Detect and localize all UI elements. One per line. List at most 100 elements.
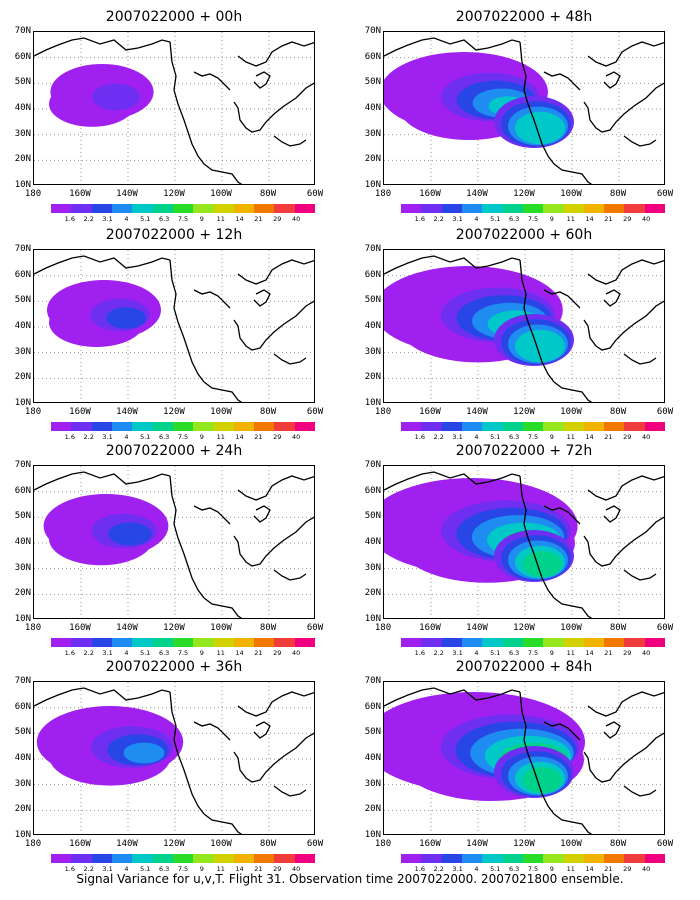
colorbar-labels: 1.6 2.2 3.1 4 5.1 6.3 7.5 9 11 14 21 29 40 [401, 865, 665, 875]
coastline [233, 82, 314, 133]
colorbar-label: 3.1 [102, 215, 113, 223]
colorbar-label: 2.2 [433, 215, 444, 223]
colorbar-swatch [213, 422, 234, 431]
colorbar-label: 4 [474, 215, 479, 223]
colorbar-swatch [132, 638, 153, 647]
variance-field [123, 742, 165, 764]
lat-label: 60N [364, 485, 381, 496]
colorbar-swatch [502, 638, 523, 647]
coastline [623, 785, 657, 797]
colorbar-swatch [624, 638, 645, 647]
coastline [169, 259, 205, 383]
colorbar-swatch [274, 638, 295, 647]
colorbar-label: 7.5 [177, 433, 189, 441]
coastline [193, 289, 231, 309]
colorbar-swatch [152, 854, 173, 863]
lat-label: 10N [14, 398, 31, 408]
colorbar-swatch [543, 422, 564, 431]
colorbar-label: 7.5 [527, 865, 539, 873]
colorbar-label: 40 [292, 865, 301, 873]
coastline [583, 732, 664, 783]
colorbar-label: 14 [585, 433, 594, 441]
coastline [237, 691, 314, 717]
colorbar-label: 21 [254, 649, 263, 657]
lat-label: 20N [364, 804, 381, 815]
coastline [519, 475, 555, 599]
colorbar-label: 2.2 [83, 649, 94, 657]
colorbar-swatch [543, 204, 564, 213]
colorbar-label: 29 [273, 865, 282, 873]
lon-label: 100W [560, 623, 582, 633]
variance-field [106, 307, 146, 329]
colorbar-label: 29 [623, 649, 632, 657]
colorbar-label: 14 [235, 215, 244, 223]
colorbar-swatch [583, 422, 605, 431]
lon-label: 60W [306, 189, 324, 199]
lon-label: 160W [69, 189, 91, 199]
colorbar [401, 854, 666, 863]
colorbar-swatch [51, 204, 72, 213]
lon-label: 140W [466, 839, 488, 849]
colorbar-labels: 1.6 2.2 3.1 4 5.1 6.3 7.5 9 11 14 21 29 40 [51, 433, 315, 443]
colorbar-swatch [421, 204, 442, 213]
lat-label: 70N [14, 244, 31, 254]
panel-title: 2007022000 + 12h [105, 227, 243, 243]
lon-label: 140W [116, 407, 138, 417]
colorbar-label: 40 [292, 433, 301, 441]
colorbar-label: 6.3 [158, 865, 170, 873]
panel-title: 2007022000 + 84h [455, 659, 593, 675]
lon-label: 140W [116, 623, 138, 633]
colorbar-swatch [213, 854, 234, 863]
colorbar-swatch [624, 204, 645, 213]
lon-label: 100W [210, 623, 232, 633]
lon-label: 100W [210, 189, 232, 199]
colorbar-label: 1.6 [414, 215, 426, 223]
coastline [623, 135, 657, 147]
colorbar-swatch [274, 422, 295, 431]
coastline [34, 471, 171, 491]
colorbar-label: 5.1 [490, 865, 501, 873]
colorbar-swatch [254, 204, 275, 213]
lat-label: 30N [14, 562, 31, 573]
colorbar-swatch [583, 204, 605, 213]
colorbar-swatch [421, 422, 442, 431]
lat-label: 30N [364, 346, 381, 357]
panel-title: 2007022000 + 60h [455, 227, 593, 243]
colorbar-label: 29 [273, 433, 282, 441]
lon-label: 80W [609, 839, 627, 849]
colorbar-swatch [421, 638, 442, 647]
coastline [169, 41, 205, 165]
lon-label: 60W [306, 623, 324, 633]
colorbar-swatch [401, 422, 422, 431]
coastline [583, 300, 664, 351]
colorbar-swatch [233, 638, 255, 647]
colorbar-label: 11 [566, 865, 575, 873]
colorbar-swatch [461, 422, 483, 431]
colorbar-label: 1.6 [64, 649, 76, 657]
lat-label: 70N [364, 26, 381, 36]
coastline [169, 691, 205, 815]
lat-label: 60N [364, 269, 381, 280]
coastline [519, 259, 555, 383]
coastline [253, 721, 271, 739]
lon-label: 100W [210, 839, 232, 849]
coastline [587, 41, 664, 67]
lat-label: 20N [14, 372, 31, 383]
lon-label: 80W [259, 623, 277, 633]
colorbar-swatch [233, 422, 255, 431]
colorbar-swatch [441, 638, 462, 647]
colorbar-labels: 1.6 2.2 3.1 4 5.1 6.3 7.5 9 11 14 21 29 40 [51, 215, 315, 225]
colorbar-swatch [522, 422, 544, 431]
colorbar-label: 5.1 [140, 649, 151, 657]
colorbar-label: 4 [474, 649, 479, 657]
colorbar-swatch [294, 422, 316, 431]
colorbar-swatch [644, 422, 666, 431]
colorbar-swatch [51, 638, 72, 647]
colorbar-swatch [71, 638, 92, 647]
colorbar-label: 21 [254, 433, 263, 441]
colorbar [401, 638, 666, 647]
colorbar-label: 7.5 [527, 215, 539, 223]
colorbar-label: 4 [124, 215, 129, 223]
colorbar-swatch [294, 638, 316, 647]
colorbar-swatch [274, 854, 295, 863]
